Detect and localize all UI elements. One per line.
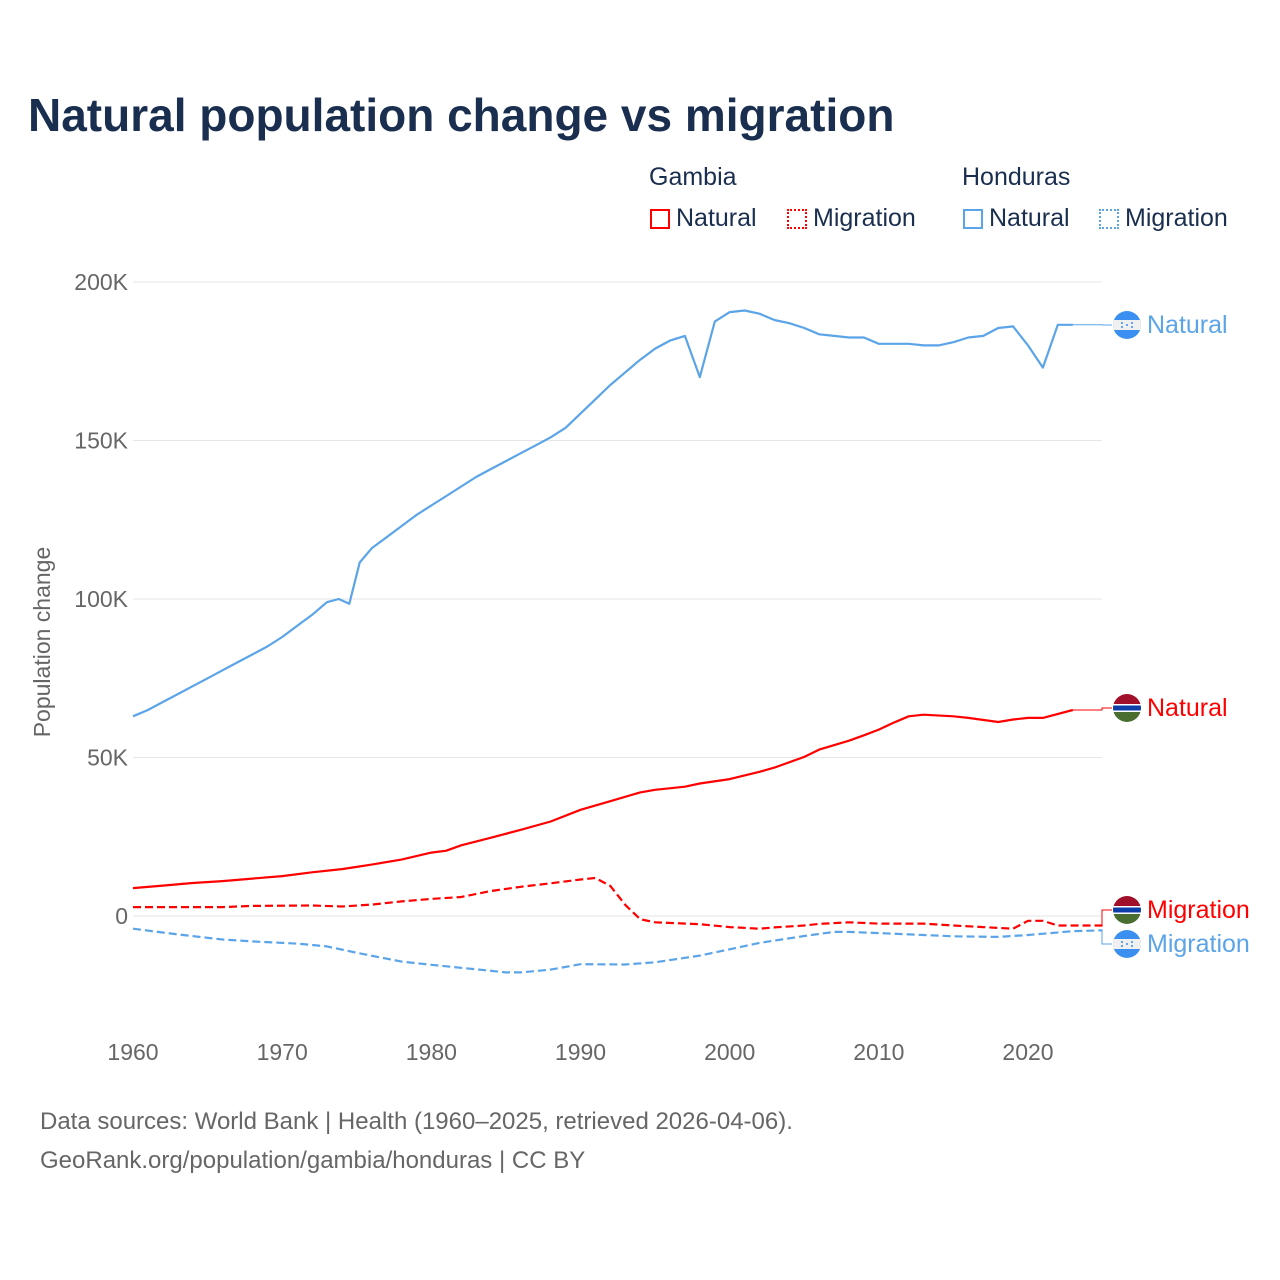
y-tick-label: 0 [115,903,128,929]
legend-label: Natural [676,204,757,232]
x-tick-label: 1970 [257,1039,308,1065]
flag-body [1113,694,1141,722]
flag-body [1113,930,1141,958]
series-end-label: Natural [1147,311,1228,339]
legend-group-gambia: Gambia [649,163,737,191]
flag-body [1113,311,1141,339]
flag-stripe-green [1113,914,1141,924]
flag-star [1126,324,1128,326]
series-line-gambia-natural [132,708,1074,890]
legend-honduras-natural[interactable]: Natural [963,204,1070,233]
legend-gambia-natural[interactable]: Natural [650,204,757,233]
series-end-label: Migration [1147,930,1250,958]
legend-swatch-solid-blue [963,208,983,229]
flag-stripe-blue [1113,705,1141,711]
label-connector [1101,909,1112,927]
y-tick-label: 200K [74,269,128,295]
footer-link[interactable]: GeoRank.org/population/gambia/honduras |… [40,1147,586,1174]
x-tick-label: 1980 [406,1039,457,1065]
flag-body [1113,896,1141,924]
y-tick-label: 50K [87,745,129,771]
series-end-label: Natural [1147,694,1228,722]
x-tick-label: 2010 [853,1039,904,1065]
flag-star [1126,943,1128,945]
series-end-label: Migration [1147,896,1250,924]
legend-swatch-solid-red [650,208,670,229]
y-tick-label: 100K [74,586,128,612]
flag-star [1131,945,1133,947]
y-axis-label: Population change [29,547,55,738]
flag-stripe-red [1113,896,1141,906]
label-connector [1101,929,1112,945]
honduras-flag-icon [1113,311,1141,339]
legend-swatch-dotted-blue [1099,208,1119,229]
legend-label: Migration [813,204,916,232]
legend-label: Migration [1125,204,1228,232]
x-tick-label: 2000 [704,1039,755,1065]
legend-label: Natural [989,204,1070,232]
x-tick-label: 1960 [107,1039,158,1065]
flag-stripe-red [1113,694,1141,704]
label-connector [1072,707,1112,711]
honduras-flag-icon [1113,930,1141,958]
flag-stripe-green [1113,712,1141,722]
flag-star [1121,322,1123,324]
flag-star [1121,945,1123,947]
flag-star [1121,941,1123,943]
y-tick-label: 150K [74,428,128,454]
flag-star [1121,326,1123,328]
footer-sources: Data sources: World Bank | Health (1960–… [40,1108,793,1135]
flag-stripe-blue [1113,907,1141,913]
flag-star [1131,326,1133,328]
gambia-flag-icon [1113,694,1141,722]
series-line-honduras-migration [132,927,1103,974]
legend-gambia-migration[interactable]: Migration [787,204,916,233]
flag-star [1131,322,1133,324]
flag-star [1131,941,1133,943]
series-line-gambia-migration [133,876,1103,930]
legend-honduras-migration[interactable]: Migration [1099,204,1228,233]
legend-swatch-dotted-red [787,208,807,229]
series-line-honduras-natural [132,309,1073,718]
x-tick-label: 2020 [1002,1039,1053,1065]
x-tick-label: 1990 [555,1039,606,1065]
chart-title: Natural population change vs migration [28,89,895,141]
gambia-flag-icon [1113,896,1141,924]
legend-group-honduras: Honduras [962,163,1071,191]
